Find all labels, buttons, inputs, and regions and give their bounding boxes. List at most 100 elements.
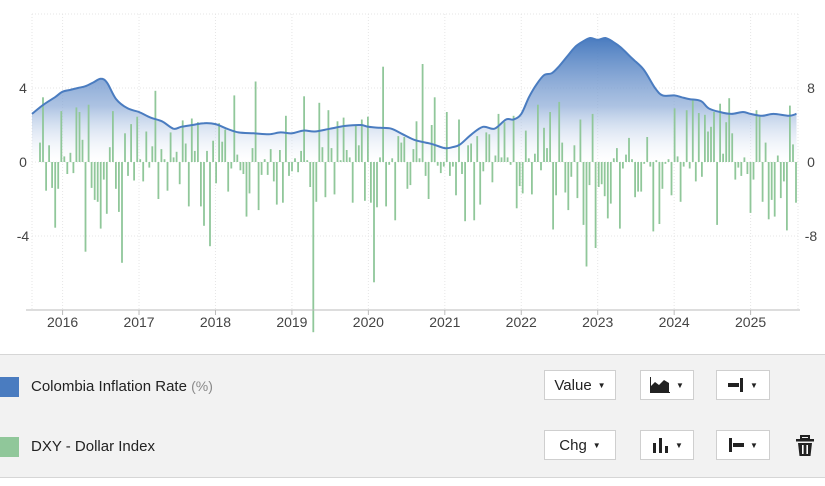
dxy-bar <box>786 162 788 231</box>
dxy-bar <box>354 125 357 162</box>
dxy-bar <box>458 119 460 162</box>
dxy-bar <box>360 119 363 162</box>
dxy-bar <box>51 162 53 188</box>
dxy-bar <box>184 143 187 162</box>
dxy-bar <box>142 162 145 182</box>
chart-type-dropdown[interactable]: ▼ <box>640 430 694 460</box>
dxy-bar <box>622 162 624 169</box>
dxy-bar <box>121 162 123 263</box>
caret-down-icon: ▼ <box>750 380 758 390</box>
dxy-bar <box>339 160 342 162</box>
dxy-bar <box>576 162 579 199</box>
dxy-bar <box>512 115 515 163</box>
legend-row-inflation: Colombia Inflation Rate (%) Value ▼ ▼ ▼ <box>0 367 825 407</box>
chart-type-dropdown[interactable]: ▼ <box>640 370 694 400</box>
right-tick-label: -8 <box>805 228 818 244</box>
dxy-bar <box>637 162 639 192</box>
dxy-bar <box>172 157 175 162</box>
area-chart-icon <box>650 377 671 393</box>
dxy-bar <box>452 162 454 167</box>
dxy-bar <box>467 145 469 162</box>
dxy-bar <box>127 162 129 176</box>
dxy-bar <box>200 162 202 207</box>
dxy-bar <box>731 133 734 162</box>
dxy-bar <box>682 162 685 167</box>
dxy-bar <box>412 149 415 162</box>
dxy-bar <box>312 162 315 333</box>
series-line <box>31 36 797 150</box>
dxy-bar <box>230 162 233 169</box>
dxy-bar <box>737 162 740 168</box>
dxy-bar <box>694 162 697 182</box>
dxy-bar <box>534 153 536 162</box>
dxy-bar <box>518 162 521 187</box>
dxy-bar <box>282 162 284 203</box>
dxy-bar <box>251 148 254 162</box>
dxy-bar <box>151 146 154 162</box>
change-mode-label: Chg <box>559 436 587 454</box>
dxy-bar <box>643 162 646 164</box>
dxy-bar <box>770 162 773 200</box>
dxy-bar <box>409 162 412 186</box>
dxy-bar <box>679 162 682 202</box>
x-tick-label: 2017 <box>123 314 154 330</box>
caret-down-icon: ▼ <box>750 440 758 450</box>
dxy-bar <box>327 110 330 162</box>
dxy-bar <box>488 134 491 163</box>
dxy-bar <box>597 162 600 187</box>
dxy-bar <box>166 162 169 191</box>
dxy-bar <box>728 98 731 162</box>
dxy-bar <box>63 156 66 162</box>
dxy-bar <box>758 116 761 162</box>
dxy-bar <box>631 159 633 162</box>
dxy-bar <box>552 162 554 230</box>
dxy-bar <box>315 162 318 202</box>
dxy-bar <box>197 122 199 162</box>
dxy-bar <box>634 162 636 198</box>
legend-label-text: Colombia Inflation Rate <box>31 378 187 395</box>
legend-swatch-dxy <box>0 437 19 457</box>
x-tick-label: 2018 <box>200 314 231 330</box>
dxy-bar <box>364 162 366 201</box>
dxy-bar <box>725 122 728 162</box>
value-mode-dropdown[interactable]: Value ▼ <box>544 370 616 400</box>
legend-swatch-inflation <box>0 377 19 397</box>
dxy-bar <box>485 132 488 162</box>
dxy-bar <box>691 100 694 162</box>
trash-icon[interactable] <box>795 435 815 457</box>
dxy-bar <box>415 121 418 162</box>
legend-panel: Colombia Inflation Rate (%) Value ▼ ▼ ▼ D… <box>0 354 825 478</box>
dxy-bar <box>755 110 758 162</box>
dxy-bar <box>57 162 60 189</box>
dxy-bar <box>470 143 472 162</box>
dxy-bar <box>382 66 384 162</box>
dxy-bar <box>96 162 99 202</box>
dxy-bar <box>661 162 664 189</box>
left-tick-label: 0 <box>19 154 27 170</box>
dxy-bar <box>66 162 69 174</box>
dxy-bar <box>582 162 585 225</box>
dxy-bar <box>357 145 360 162</box>
dxy-bar <box>254 81 257 162</box>
dxy-bar <box>500 157 503 162</box>
right-axis-icon <box>728 378 744 392</box>
dxy-bar <box>670 162 673 196</box>
dxy-bar <box>303 96 305 162</box>
dxy-bar <box>221 141 224 162</box>
dxy-bar <box>90 162 93 188</box>
x-tick-label: 2019 <box>276 314 307 330</box>
dxy-bar <box>558 101 561 162</box>
dxy-bar <box>497 113 500 162</box>
dxy-bar <box>333 162 336 195</box>
dxy-bar <box>291 162 293 172</box>
axis-side-dropdown[interactable]: ▼ <box>716 430 770 460</box>
dxy-bar <box>537 104 539 162</box>
axis-side-dropdown[interactable]: ▼ <box>716 370 770 400</box>
change-mode-dropdown[interactable]: Chg ▼ <box>544 430 616 460</box>
dxy-bar <box>84 162 87 252</box>
dxy-bar <box>203 162 205 226</box>
dxy-bar <box>263 159 266 162</box>
caret-down-icon: ▼ <box>675 440 683 450</box>
right-tick-label: 0 <box>807 154 815 170</box>
dxy-bar <box>87 104 90 162</box>
